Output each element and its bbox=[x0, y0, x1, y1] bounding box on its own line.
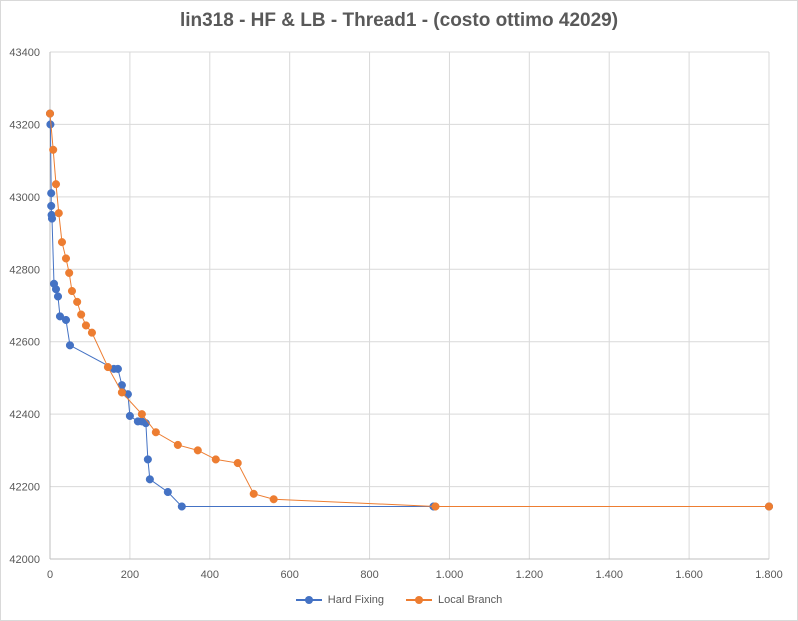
legend-item-hard-fixing: Hard Fixing bbox=[295, 594, 385, 606]
x-tick-label: 1.600 bbox=[675, 569, 703, 581]
legend-item-local-branch: Local Branch bbox=[406, 594, 502, 606]
x-tick-label: 1.000 bbox=[436, 569, 464, 581]
series-line-local-branch bbox=[49, 113, 769, 507]
x-tick-label: 1.200 bbox=[516, 569, 544, 581]
data-point-local-branch bbox=[173, 440, 182, 449]
chart-title: lin318 - HF & LB - Thread1 - (costo otti… bbox=[179, 10, 619, 31]
y-tick-label: 42400 bbox=[9, 409, 40, 421]
data-point-hard-fixing bbox=[145, 475, 154, 484]
data-point-local-branch bbox=[764, 502, 774, 511]
data-point-hard-fixing bbox=[113, 364, 122, 373]
data-point-hard-fixing bbox=[163, 487, 172, 497]
data-point-local-branch bbox=[137, 410, 146, 419]
data-point-local-branch bbox=[57, 238, 67, 247]
data-point-local-branch bbox=[87, 328, 96, 337]
data-point-local-branch bbox=[269, 495, 278, 504]
data-point-local-branch bbox=[117, 388, 126, 397]
data-point-hard-fixing bbox=[125, 411, 134, 421]
series-line-hard-fixing bbox=[49, 113, 769, 507]
legend-swatch-local-branch bbox=[406, 595, 433, 605]
data-point-local-branch bbox=[103, 363, 112, 372]
y-tick-label: 43200 bbox=[9, 119, 40, 131]
x-tick-label: 600 bbox=[280, 569, 298, 581]
data-point-hard-fixing bbox=[65, 341, 75, 350]
y-tick-label: 42000 bbox=[9, 554, 40, 566]
series-hard-fixing bbox=[45, 109, 774, 511]
data-point-hard-fixing bbox=[53, 292, 63, 301]
x-tick-label: 0 bbox=[47, 569, 53, 581]
data-point-local-branch bbox=[54, 209, 63, 218]
x-tick-label: 200 bbox=[121, 569, 139, 581]
data-point-local-branch bbox=[211, 455, 220, 464]
y-tick-label: 43000 bbox=[9, 192, 40, 204]
data-point-hard-fixing bbox=[143, 455, 152, 464]
data-point-hard-fixing bbox=[47, 201, 56, 210]
data-point-local-branch bbox=[67, 286, 77, 296]
y-tick-label: 42600 bbox=[9, 337, 40, 349]
data-point-local-branch bbox=[249, 489, 258, 498]
data-point-local-branch bbox=[65, 268, 74, 277]
x-tick-label: 400 bbox=[201, 569, 219, 581]
data-point-local-branch bbox=[45, 109, 55, 118]
data-point-hard-fixing bbox=[47, 189, 56, 198]
series-group bbox=[45, 109, 774, 511]
y-tick-label: 42800 bbox=[9, 264, 40, 276]
y-tick-label: 42200 bbox=[9, 482, 40, 494]
x-tick-label: 1.800 bbox=[755, 569, 783, 581]
series-local-branch bbox=[45, 109, 774, 511]
grid-lines bbox=[50, 51, 770, 559]
data-point-local-branch bbox=[49, 145, 58, 154]
data-point-hard-fixing bbox=[55, 312, 65, 321]
data-point-hard-fixing bbox=[61, 315, 71, 325]
legend-label-hard-fixing: Hard Fixing bbox=[327, 594, 385, 606]
data-point-local-branch bbox=[431, 502, 440, 511]
tick-labels: 0 200 400 600 800 1.000 1.200 1.400 1.600 1.800 42… bbox=[9, 47, 782, 581]
data-point-local-branch bbox=[233, 458, 242, 468]
data-point-local-branch bbox=[77, 310, 86, 319]
data-point-hard-fixing bbox=[47, 214, 57, 223]
x-tick-label: 1.400 bbox=[595, 569, 623, 581]
axes bbox=[49, 52, 769, 560]
data-point-local-branch bbox=[51, 180, 61, 189]
data-point-local-branch bbox=[81, 321, 90, 330]
data-point-local-branch bbox=[61, 254, 71, 263]
data-point-local-branch bbox=[151, 428, 160, 437]
legend-swatch-hard-fixing bbox=[295, 595, 322, 605]
x-tick-label: 800 bbox=[360, 569, 378, 581]
legend: Hard Fixing Local Branch bbox=[0, 594, 798, 606]
data-point-local-branch bbox=[193, 446, 202, 455]
y-tick-label: 43400 bbox=[9, 47, 40, 59]
legend-label-local-branch: Local Branch bbox=[438, 594, 503, 606]
data-point-hard-fixing bbox=[51, 285, 61, 294]
data-point-hard-fixing bbox=[177, 502, 186, 511]
data-point-local-branch bbox=[73, 297, 82, 306]
